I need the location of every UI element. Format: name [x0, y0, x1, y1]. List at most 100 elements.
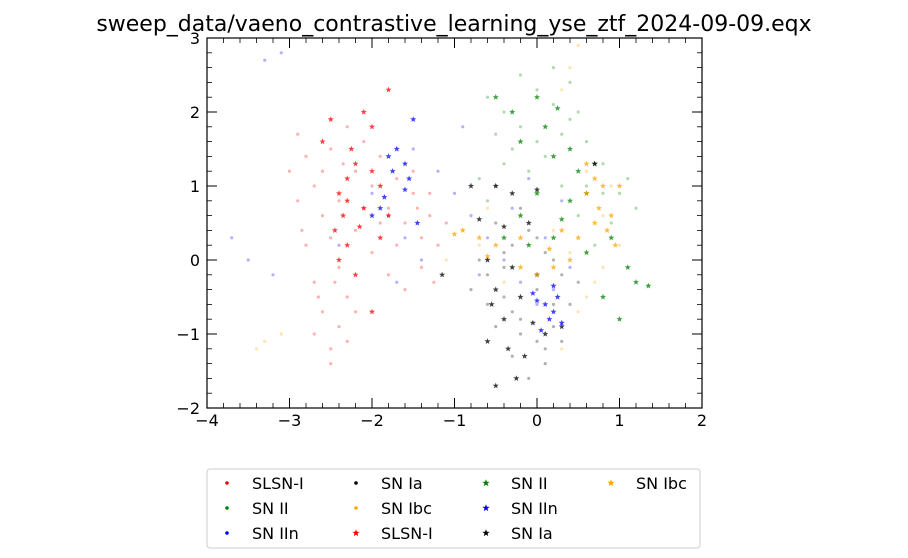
plot-frame — [206, 37, 703, 409]
data-point — [452, 191, 457, 195]
data-point — [304, 154, 308, 158]
series-sn-ii-dot — [477, 66, 638, 247]
data-point — [386, 273, 391, 277]
data-point — [502, 265, 506, 269]
data-point — [320, 214, 325, 218]
data-point — [378, 154, 382, 158]
data-point — [337, 325, 341, 329]
data-point-star — [327, 116, 334, 122]
legend-label: SN Ia — [381, 474, 423, 493]
data-point — [551, 103, 556, 107]
data-point-star — [546, 245, 553, 252]
data-point-star — [554, 105, 561, 111]
series-slsn-i-dot — [287, 125, 448, 366]
data-point — [576, 110, 580, 114]
data-point — [551, 66, 556, 70]
data-point — [329, 236, 333, 240]
legend-marker-dot — [225, 531, 229, 535]
data-point-star — [385, 212, 392, 219]
data-point-star — [529, 290, 536, 296]
data-point — [560, 184, 564, 188]
data-point — [477, 273, 481, 277]
data-point — [353, 169, 358, 173]
data-point — [543, 362, 547, 366]
y-tick-label: 2 — [190, 103, 200, 122]
data-point-star — [377, 205, 384, 211]
data-point — [312, 184, 316, 188]
data-point — [312, 280, 316, 284]
data-point-star — [500, 223, 508, 230]
data-point-star — [344, 175, 351, 182]
data-point — [370, 184, 374, 188]
data-point — [510, 310, 514, 314]
data-point — [584, 140, 589, 144]
legend-marker-star — [482, 504, 490, 512]
data-point — [494, 132, 498, 136]
data-point-star — [517, 264, 524, 270]
data-point — [329, 362, 333, 366]
data-point — [527, 228, 531, 232]
data-point-star — [546, 316, 553, 322]
data-point-star — [521, 353, 528, 359]
data-point-star — [488, 301, 495, 307]
data-point — [230, 236, 234, 240]
data-point — [485, 273, 490, 277]
data-point — [395, 177, 399, 181]
data-point-star — [393, 145, 400, 152]
data-point-star — [554, 293, 561, 300]
data-point — [502, 295, 506, 299]
legend-marker-dot — [225, 481, 229, 485]
series-sn-ia-dot — [469, 206, 580, 380]
data-point-star — [599, 293, 607, 300]
data-point — [477, 243, 481, 247]
data-point-star — [344, 197, 351, 204]
data-point — [444, 258, 448, 262]
data-point — [320, 310, 325, 314]
data-point-star — [385, 153, 392, 159]
data-point-star — [616, 182, 623, 189]
data-point — [345, 295, 349, 299]
data-point — [436, 169, 440, 173]
data-point — [568, 251, 572, 255]
data-point — [518, 317, 523, 321]
data-point — [617, 243, 622, 247]
legend-marker-dot — [354, 481, 358, 485]
data-point-star — [492, 182, 499, 189]
legend-label: SLSN-I — [381, 524, 433, 543]
data-point — [617, 191, 622, 195]
legend: SLSN-I SN II SN IIn SN Ia SN Ibc SLSN-I SN II S… — [206, 468, 701, 549]
data-point — [329, 147, 333, 151]
data-point-star — [492, 286, 499, 293]
data-point — [502, 280, 506, 284]
data-point — [601, 265, 605, 269]
data-point — [419, 265, 424, 269]
data-point — [568, 302, 572, 306]
data-point-star — [467, 182, 475, 189]
data-point — [329, 347, 333, 351]
x-tick-label: −2 — [360, 411, 384, 430]
data-point — [551, 228, 556, 232]
data-point — [271, 273, 275, 277]
data-point — [510, 354, 514, 358]
data-point-star — [505, 345, 512, 352]
data-point — [584, 169, 589, 173]
data-point-star — [360, 108, 367, 115]
data-point — [300, 228, 304, 232]
data-point — [411, 169, 415, 173]
data-point-star — [352, 160, 359, 167]
data-point — [341, 162, 345, 166]
data-point — [510, 243, 514, 247]
data-point — [543, 154, 547, 158]
data-point-star — [406, 175, 413, 182]
x-tick-label: −4 — [195, 411, 219, 430]
data-point-star — [492, 382, 499, 389]
data-point-star — [604, 227, 611, 233]
legend-label: SN IIn — [511, 499, 558, 518]
data-point-star — [451, 230, 458, 237]
data-point-star — [331, 227, 338, 233]
data-point — [312, 332, 316, 336]
data-point-star — [566, 256, 574, 263]
data-point-star — [410, 116, 417, 122]
data-point — [502, 162, 506, 166]
data-point — [560, 88, 564, 92]
